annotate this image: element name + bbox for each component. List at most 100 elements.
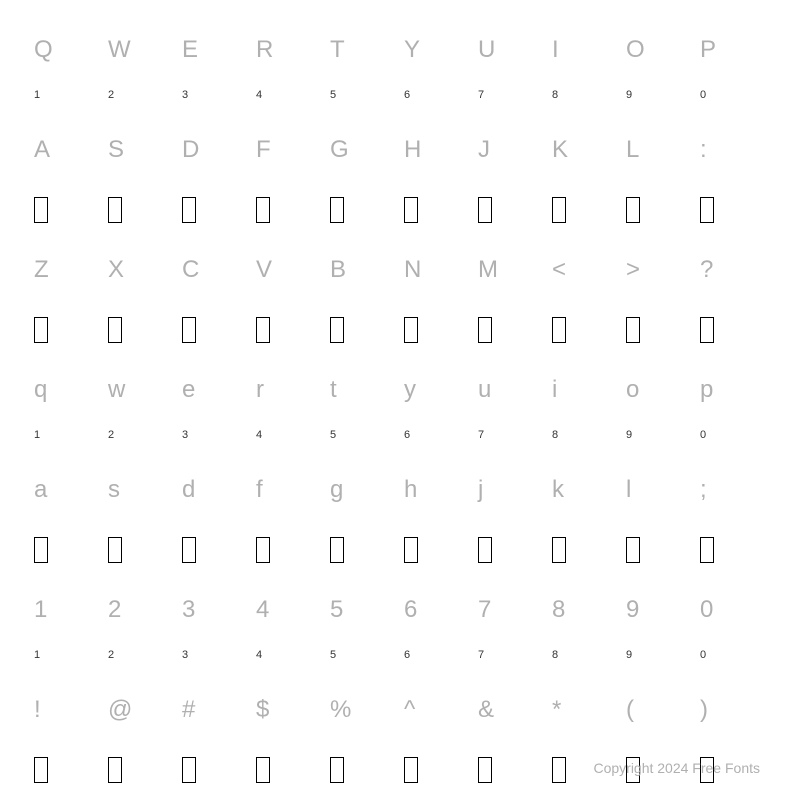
glyph-index: 0 xyxy=(696,89,770,101)
glyph-char: : xyxy=(696,136,770,164)
glyph-index: 5 xyxy=(326,89,400,101)
missing-glyph-icon xyxy=(256,537,270,563)
missing-glyph-cell xyxy=(474,197,548,223)
glyph-char: ? xyxy=(696,256,770,284)
glyph-char: s xyxy=(104,476,178,504)
missing-glyph-cell xyxy=(104,197,178,223)
glyph-char: M xyxy=(474,256,548,284)
missing-glyph-icon xyxy=(108,197,122,223)
missing-glyph-cell xyxy=(622,537,696,563)
glyph-char: ^ xyxy=(400,696,474,724)
glyph-char: ! xyxy=(30,696,104,724)
missing-glyph-icon xyxy=(256,317,270,343)
missing-glyph-cell xyxy=(178,757,252,783)
index-row: 1234567890 xyxy=(30,80,770,110)
glyph-index: 2 xyxy=(104,429,178,441)
glyph-char: * xyxy=(548,696,622,724)
missing-glyph-cell xyxy=(622,197,696,223)
glyph-char: B xyxy=(326,256,400,284)
glyph-char: a xyxy=(30,476,104,504)
glyph-index: 9 xyxy=(622,649,696,661)
missing-glyph-icon xyxy=(34,317,48,343)
glyph-index: 9 xyxy=(622,89,696,101)
glyph-index: 1 xyxy=(30,649,104,661)
glyph-char: r xyxy=(252,376,326,404)
glyph-char: Q xyxy=(30,36,104,64)
glyph-index: 4 xyxy=(252,649,326,661)
missing-glyph-icon xyxy=(700,197,714,223)
missing-glyph-cell xyxy=(696,317,770,343)
missing-glyph-icon xyxy=(182,197,196,223)
glyph-char: K xyxy=(548,136,622,164)
glyph-row: !@#$%^&*() xyxy=(30,680,770,740)
missing-glyph-icon xyxy=(34,757,48,783)
glyph-char: F xyxy=(252,136,326,164)
missing-glyph-icon xyxy=(626,537,640,563)
glyph-index: 2 xyxy=(104,89,178,101)
missing-glyph-icon xyxy=(182,757,196,783)
missing-glyph-cell xyxy=(400,757,474,783)
glyph-char: E xyxy=(178,36,252,64)
glyph-char: ; xyxy=(696,476,770,504)
glyph-char: 8 xyxy=(548,596,622,624)
missing-glyph-cell xyxy=(326,317,400,343)
glyph-char: X xyxy=(104,256,178,284)
glyph-row: QWERTYUIOP xyxy=(30,20,770,80)
glyph-char: Z xyxy=(30,256,104,284)
glyph-char: U xyxy=(474,36,548,64)
missing-glyph-cell xyxy=(474,317,548,343)
missing-glyph-icon xyxy=(552,197,566,223)
glyph-index: 3 xyxy=(178,649,252,661)
missing-glyph-icon xyxy=(108,317,122,343)
glyph-char: Y xyxy=(400,36,474,64)
glyph-index: 2 xyxy=(104,649,178,661)
glyph-char: & xyxy=(474,696,548,724)
glyph-char: 3 xyxy=(178,596,252,624)
missing-glyph-cell xyxy=(622,317,696,343)
missing-glyph-cell xyxy=(548,317,622,343)
missing-glyph-icon xyxy=(330,757,344,783)
missing-glyph-cell xyxy=(696,537,770,563)
glyph-char: p xyxy=(696,376,770,404)
glyph-char: N xyxy=(400,256,474,284)
missing-glyph-icon xyxy=(330,537,344,563)
glyph-char: $ xyxy=(252,696,326,724)
missing-glyph-icon xyxy=(478,197,492,223)
glyph-char: w xyxy=(104,376,178,404)
missing-glyph-cell xyxy=(30,197,104,223)
missing-glyph-icon xyxy=(552,317,566,343)
glyph-char: 5 xyxy=(326,596,400,624)
missing-glyph-icon xyxy=(256,757,270,783)
glyph-index: 8 xyxy=(548,89,622,101)
glyph-index: 1 xyxy=(30,429,104,441)
glyph-char: J xyxy=(474,136,548,164)
missing-row xyxy=(30,300,770,360)
glyph-char: f xyxy=(252,476,326,504)
missing-row xyxy=(30,520,770,580)
glyph-row: ZXCVBNM<>? xyxy=(30,240,770,300)
missing-glyph-icon xyxy=(330,317,344,343)
glyph-index: 5 xyxy=(326,429,400,441)
glyph-char: e xyxy=(178,376,252,404)
glyph-char: u xyxy=(474,376,548,404)
index-row: 1234567890 xyxy=(30,420,770,450)
glyph-char: ) xyxy=(696,696,770,724)
glyph-char: G xyxy=(326,136,400,164)
missing-glyph-cell xyxy=(30,537,104,563)
glyph-index: 3 xyxy=(178,429,252,441)
index-row: 1234567890 xyxy=(30,640,770,670)
glyph-char: ( xyxy=(622,696,696,724)
glyph-index: 7 xyxy=(474,89,548,101)
missing-glyph-cell xyxy=(104,537,178,563)
missing-glyph-icon xyxy=(478,317,492,343)
missing-glyph-cell xyxy=(400,317,474,343)
glyph-char: 0 xyxy=(696,596,770,624)
missing-glyph-cell xyxy=(30,317,104,343)
glyph-char: # xyxy=(178,696,252,724)
glyph-row: 1234567890 xyxy=(30,580,770,640)
glyph-char: o xyxy=(622,376,696,404)
missing-glyph-icon xyxy=(478,537,492,563)
glyph-row: ASDFGHJKL: xyxy=(30,120,770,180)
glyph-char: d xyxy=(178,476,252,504)
missing-glyph-cell xyxy=(178,197,252,223)
